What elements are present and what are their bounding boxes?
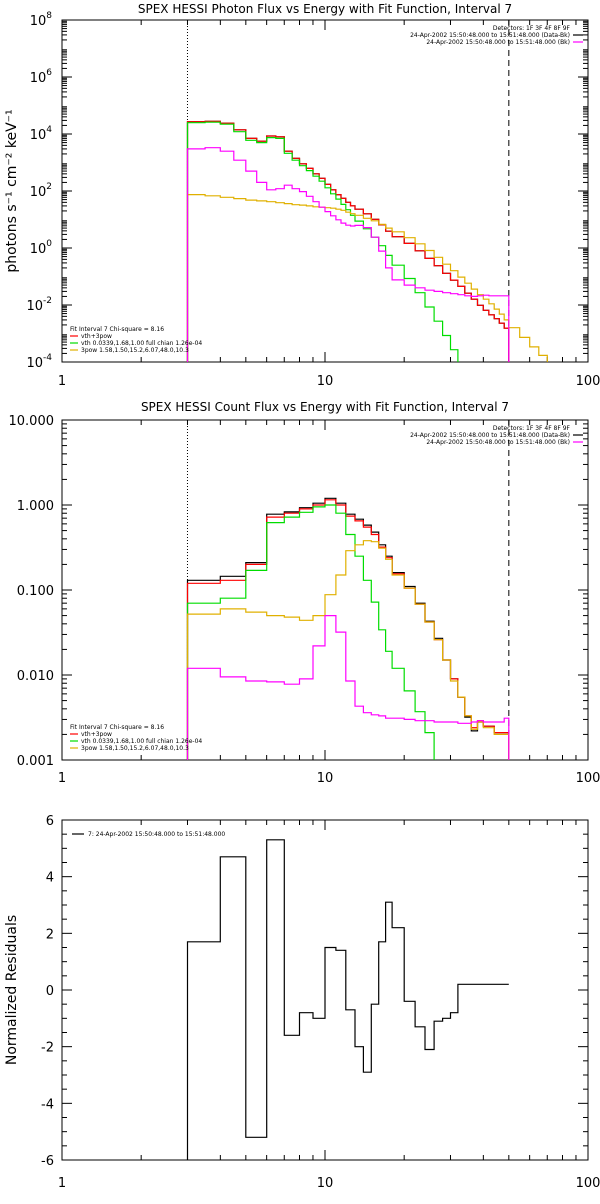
- y-tick-label: -4: [41, 1097, 54, 1112]
- legend-bottom-entry: vth 0.0339,1.68,1.00 full chian 1.26e-04: [81, 738, 202, 745]
- x-tick-label: 10: [317, 771, 334, 786]
- legend-bottom-entry: vth+3pow: [81, 731, 112, 738]
- chart-title: SPEX HESSI Count Flux vs Energy with Fit…: [141, 400, 509, 414]
- y-tick-label: 6: [46, 814, 54, 829]
- legend-top-entry: Detectors: 1F 3F 4F 8F 9F: [493, 25, 571, 32]
- y-axis-label: Normalized Residuals: [4, 915, 20, 1065]
- y-tick-label: 1.000: [17, 499, 54, 514]
- legend-top-entry: Detectors: 1F 3F 4F 8F 9F: [493, 425, 571, 432]
- legend-top-entry: 24-Apr-2002 15:50:48.000 to 15:51:48.000…: [410, 432, 570, 439]
- legend-bottom-entry: Fit Interval 7 Chi-square = 8.16: [70, 326, 164, 333]
- y-tick-label: 0.010: [17, 669, 54, 684]
- legend-top-entry: 24-Apr-2002 15:50:48.000 to 15:51:48.000…: [426, 439, 570, 446]
- y-axis-label: photons s⁻¹ cm⁻² keV⁻¹: [4, 109, 20, 272]
- y-tick-label: -6: [41, 1154, 54, 1169]
- x-tick-label: 100: [576, 374, 600, 389]
- legend-top-entry: 24-Apr-2002 15:50:48.000 to 15:51:48.000…: [426, 39, 570, 46]
- x-tick-label: 1: [58, 374, 66, 389]
- x-tick-label: 10: [317, 374, 334, 389]
- legend-top-entry: 24-Apr-2002 15:50:48.000 to 15:51:48.000…: [410, 32, 570, 39]
- y-tick-label: -2: [41, 1041, 54, 1056]
- legend-bottom-entry: 3pow 1.58,1.50,15.2,6.07,48.0,10.3: [81, 347, 189, 354]
- legend-top-entry: 7: 24-Apr-2002 15:50:48.000 to 15:51:48.…: [88, 831, 225, 838]
- y-tick-label: 0: [46, 984, 54, 999]
- chart-title: SPEX HESSI Photon Flux vs Energy with Fi…: [138, 2, 512, 16]
- y-tick-label: 4: [46, 871, 54, 886]
- legend-bottom-entry: vth+3pow: [81, 333, 112, 340]
- legend-bottom-entry: Fit Interval 7 Chi-square = 8.16: [70, 724, 164, 731]
- y-tick-label: 10.000: [9, 414, 55, 429]
- y-tick-label: 2: [46, 927, 54, 942]
- legend-bottom-entry: 3pow 1.58,1.50,15.2,6.07,48.0,10.3: [81, 745, 189, 752]
- y-tick-label: 0.001: [17, 754, 54, 769]
- x-tick-label: 1: [58, 771, 66, 786]
- x-tick-label: 10: [317, 1176, 334, 1191]
- legend-bottom-entry: vth 0.0339,1.68,1.00 full chian 1.26e-04: [81, 340, 202, 347]
- x-tick-label: 100: [576, 771, 600, 786]
- x-tick-label: 1: [58, 1176, 66, 1191]
- x-tick-label: 100: [576, 1176, 600, 1191]
- y-tick-label: 0.100: [17, 584, 54, 599]
